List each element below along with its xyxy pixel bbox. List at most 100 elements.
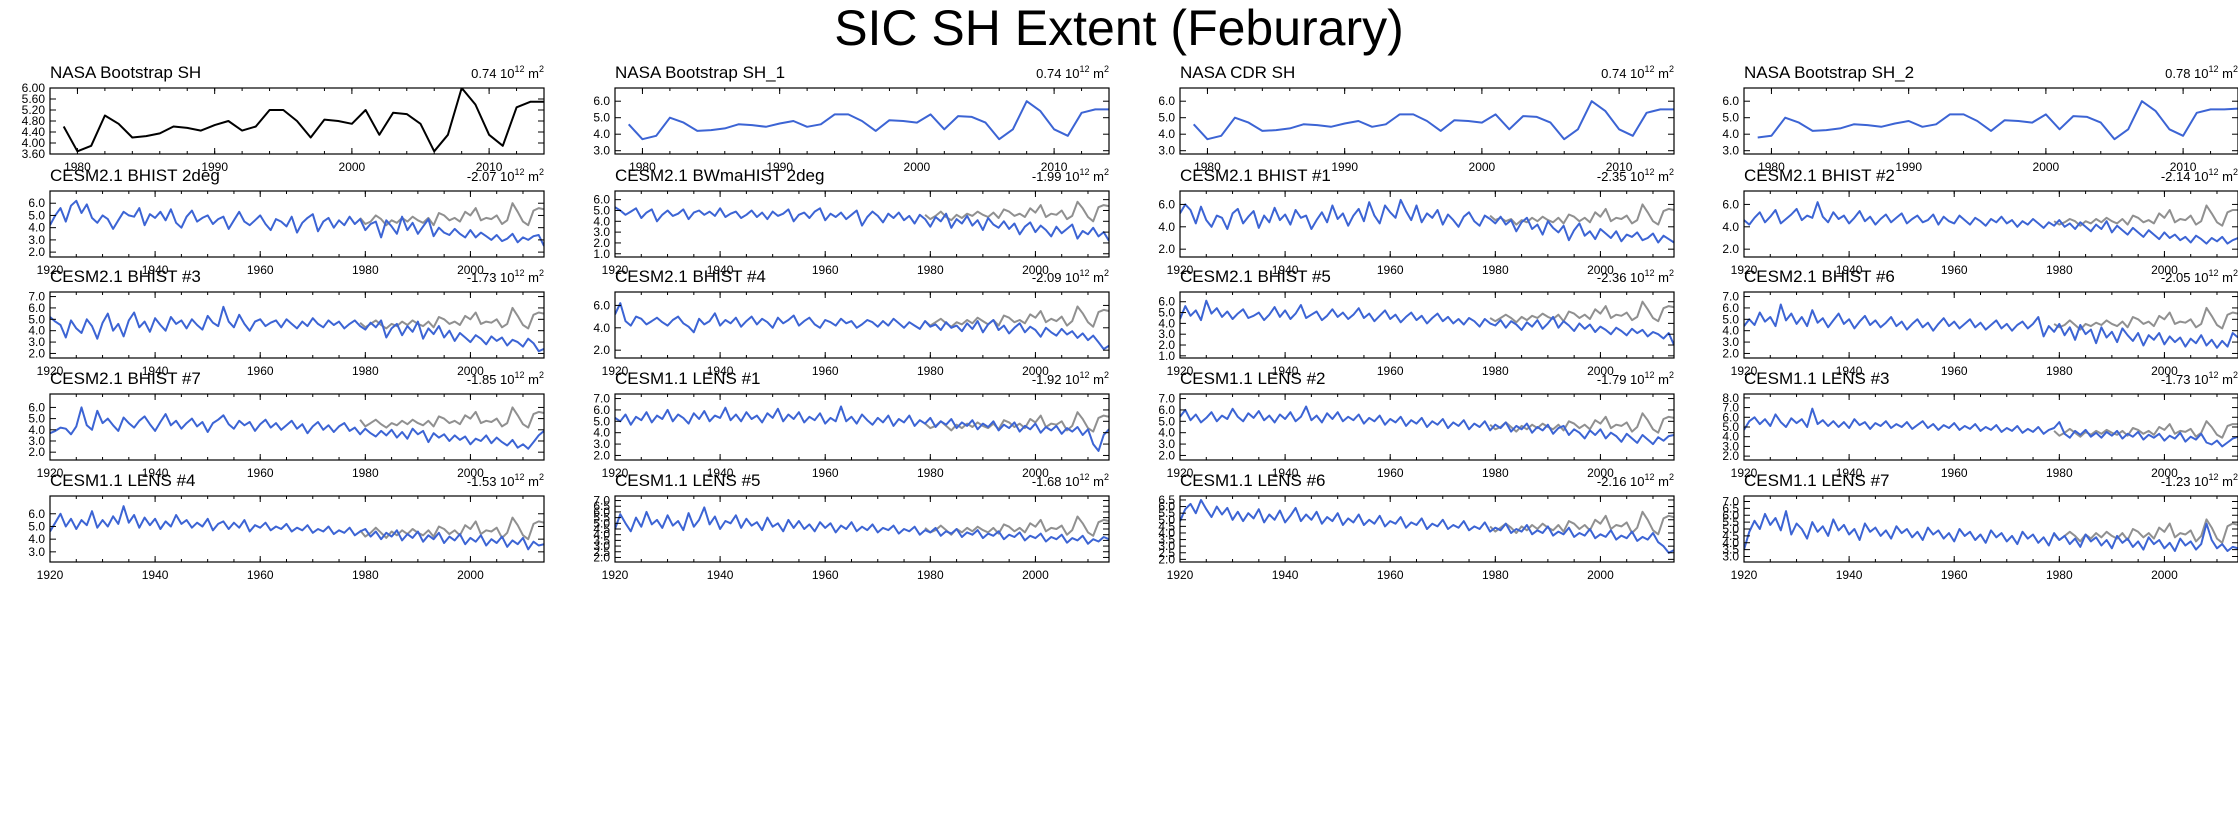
trend-value: -2.16 10 [1597,474,1645,489]
trend-annotation: -1.79 1012 m2 [1597,370,1674,387]
plot-frame [49,190,545,258]
plot-frame [1743,291,2238,359]
plot-frame [614,495,1110,563]
y-tick-label: 4.0 [1722,430,1739,444]
trend-annotation: -2.09 1012 m2 [1032,268,1109,285]
y-tick-label: 5.5 [1722,515,1739,529]
y-tick-label: 7.0 [1722,495,1739,509]
y-tick-label: 5.5 [1158,506,1175,520]
x-tick-label: 2000 [1587,568,1614,582]
model-series-line [1744,303,2238,349]
unit-exponent: 2 [2233,370,2238,380]
x-tick-label: 2000 [457,263,484,277]
unit-exponent: 2 [539,370,544,380]
x-tick-label: 2000 [904,160,931,174]
trend-value: -1.79 10 [1597,372,1645,387]
panel-title: CESM2.1 BHIST #7 [50,369,201,388]
y-tick-label: 6.0 [1722,94,1739,108]
x-tick-label: 1940 [1272,466,1299,480]
unit-symbol: m [1090,270,1104,285]
x-tick-label: 1980 [1482,466,1509,480]
y-tick-label: 3.0 [1158,437,1175,451]
x-tick-label: 1920 [37,263,64,277]
panel-title: CESM1.1 LENS #2 [1180,369,1326,388]
trend-annotation: -1.92 1012 m2 [1032,370,1109,387]
observed-series-line [924,200,1109,223]
observed-series-line [2053,518,2238,544]
y-tick-label: 2.0 [593,550,610,564]
x-tick-label: 2000 [2151,466,2178,480]
trend-annotation: 0.74 1012 m2 [471,64,544,81]
plot-frame [49,495,545,563]
trend-value: 0.74 10 [1601,66,1644,81]
x-tick-label: 1940 [1836,568,1863,582]
observed-series-line [1489,510,1674,536]
y-tick-label: 4.0 [28,221,45,235]
x-tick-label: 1980 [917,466,944,480]
x-tick-label: 2000 [2151,263,2178,277]
trend-value: -2.09 10 [1032,270,1080,285]
unit-symbol: m [1090,372,1104,387]
y-tick-label: 5.60 [22,92,46,106]
unit-exponent: 2 [1669,167,1674,177]
x-tick-label: 1920 [602,364,629,378]
trend-value: -2.35 10 [1597,169,1645,184]
trend-value: 0.78 10 [2165,66,2208,81]
y-tick-label: 1.0 [593,247,610,261]
unit-symbol: m [525,474,539,489]
y-tick-label: 4.00 [22,136,46,150]
unit-exponent: 12 [1645,268,1655,278]
unit-exponent: 2 [1669,268,1674,278]
panel-title: CESM2.1 BHIST #5 [1180,267,1331,286]
y-tick-label: 4.0 [593,528,610,542]
y-tick-label: 2.0 [1158,552,1175,566]
x-tick-label: 1960 [1941,466,1968,480]
panel-title: CESM1.1 LENS #6 [1180,471,1326,490]
trend-value: -1.68 10 [1032,474,1080,489]
y-tick-label: 4.0 [593,426,610,440]
y-tick-label: 6.00 [22,81,46,95]
trend-value: -2.07 10 [467,169,515,184]
plot-frame [614,393,1110,461]
x-tick-label: 1940 [142,263,169,277]
unit-exponent: 2 [539,64,544,74]
unit-symbol: m [1655,474,1669,489]
panel-title: CESM2.1 BHIST #3 [50,267,201,286]
y-tick-label: 3.60 [22,147,46,161]
figure-title: SIC SH Extent (Feburary) [834,0,1404,56]
x-tick-label: 1920 [602,568,629,582]
observed-series-line [359,406,544,429]
x-tick-label: 2000 [1469,160,1496,174]
y-tick-label: 6.5 [1722,501,1739,515]
unit-exponent: 2 [1669,370,1674,380]
model-series-line [50,505,544,551]
panel-18: CESM1.1 LENS #5 -1.68 1012 m2 1920 1940 1960… [593,471,1110,582]
plot-frame [1743,393,2238,461]
x-tick-label: 1980 [2046,568,2073,582]
y-tick-label: 6.0 [28,507,45,521]
unit-exponent: 12 [515,167,525,177]
series-line [1757,100,2238,141]
x-tick-label: 1920 [602,263,629,277]
x-tick-label: 1960 [812,466,839,480]
y-tick-label: 6.0 [1158,94,1175,108]
model-series-line [615,506,1109,545]
unit-exponent: 12 [2209,472,2219,482]
unit-exponent: 2 [1104,370,1109,380]
unit-exponent: 12 [2209,167,2219,177]
y-tick-label: 5.0 [1722,312,1739,326]
x-tick-label: 1920 [1731,568,1758,582]
unit-symbol: m [1090,474,1104,489]
x-tick-label: 1980 [64,160,91,174]
trend-annotation: -2.07 1012 m2 [467,167,544,184]
x-tick-label: 1940 [142,466,169,480]
y-tick-label: 6.0 [593,298,610,312]
x-tick-label: 1940 [1272,364,1299,378]
y-tick-label: 5.0 [28,208,45,222]
